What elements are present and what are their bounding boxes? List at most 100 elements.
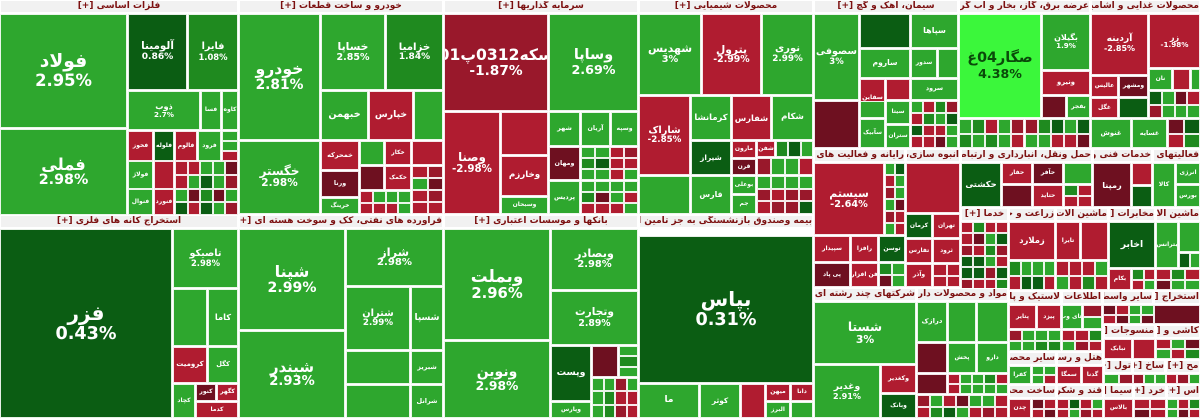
stock-tile[interactable]: رافزا (851, 236, 878, 262)
mini-tile[interactable] (984, 374, 996, 384)
sector-header[interactable]: حمل ونقل، انبارداری و ارتباطات [+] (961, 149, 1092, 162)
mini-tile[interactable] (1020, 275, 1032, 290)
sector-header[interactable]: استخراج [+] (1154, 291, 1200, 304)
stock-tile[interactable] (1173, 69, 1190, 90)
mini-tile[interactable] (1179, 253, 1190, 268)
stock-tile[interactable]: بورس (1176, 185, 1200, 207)
stock-tile[interactable]: خپارس (369, 91, 413, 140)
mini-tile[interactable] (961, 244, 973, 256)
mini-tile[interactable] (972, 374, 984, 384)
mini-tile[interactable] (946, 275, 960, 287)
mini-tile[interactable] (799, 176, 813, 189)
stock-tile[interactable] (1154, 305, 1200, 324)
mini-tile[interactable] (595, 191, 610, 203)
mini-tile[interactable] (948, 384, 960, 394)
mini-tile[interactable] (1076, 119, 1090, 134)
mini-tile[interactable] (1032, 399, 1044, 409)
mini-tile[interactable] (996, 222, 1009, 234)
mini-tile[interactable] (581, 191, 596, 203)
mini-tile[interactable] (1170, 349, 1186, 359)
stock-tile[interactable] (1119, 98, 1148, 118)
stock-tile[interactable]: سآبیک (860, 119, 885, 148)
mini-tile[interactable] (956, 395, 969, 407)
stock-tile[interactable]: وساپا 2.69% (549, 14, 638, 111)
mini-tile[interactable] (222, 151, 238, 161)
mini-tile[interactable] (1050, 119, 1064, 134)
mini-tile[interactable] (984, 244, 997, 256)
mini-tile[interactable] (922, 136, 935, 149)
mini-tile[interactable] (969, 406, 982, 418)
mini-tile[interactable] (933, 275, 947, 287)
mini-tile[interactable] (1035, 330, 1048, 341)
mini-tile[interactable] (609, 158, 624, 170)
mini-tile[interactable] (175, 161, 188, 175)
mini-tile[interactable] (946, 124, 959, 137)
mini-tile[interactable] (1149, 104, 1162, 118)
mini-tile[interactable] (1043, 275, 1055, 290)
stock-tile[interactable]: سپاها (911, 14, 958, 48)
mini-tile[interactable] (1069, 275, 1082, 290)
mini-tile[interactable] (892, 275, 905, 287)
mini-tile[interactable] (1091, 399, 1103, 409)
mini-tile[interactable] (1189, 408, 1200, 418)
mini-tile[interactable] (922, 101, 935, 113)
stock-tile[interactable]: جم (732, 195, 756, 214)
stock-tile[interactable]: وسپه (611, 112, 638, 146)
stock-tile[interactable]: حفار (1002, 163, 1032, 184)
mini-tile[interactable] (1141, 314, 1155, 324)
stock-tile[interactable] (346, 385, 410, 418)
mini-tile[interactable] (961, 233, 973, 245)
stock-tile[interactable] (639, 176, 690, 214)
mini-tile[interactable] (895, 187, 905, 199)
mini-tile[interactable] (946, 136, 959, 149)
mini-tile[interactable] (1150, 399, 1166, 409)
mini-tile[interactable] (1011, 119, 1025, 134)
mini-tile[interactable] (1128, 314, 1142, 324)
mini-tile[interactable] (996, 374, 1008, 384)
stock-tile[interactable]: قرن (732, 159, 756, 175)
mini-tile[interactable] (1078, 196, 1092, 207)
mini-tile[interactable] (785, 201, 799, 214)
stock-tile[interactable]: میهن (766, 384, 790, 401)
mini-tile[interactable] (1078, 185, 1092, 196)
stock-tile[interactable]: کگل (208, 347, 238, 383)
mini-tile[interactable] (603, 404, 615, 418)
sector-header[interactable]: اطلاعات و ا [+] (1062, 291, 1102, 304)
mini-tile[interactable] (757, 188, 771, 202)
mini-tile[interactable] (623, 202, 639, 214)
mini-tile[interactable] (1083, 305, 1102, 317)
stock-tile[interactable]: فن افزار (851, 263, 878, 287)
mini-tile[interactable] (895, 199, 905, 211)
mini-tile[interactable] (1024, 133, 1038, 148)
stock-tile[interactable] (1064, 163, 1092, 184)
mini-tile[interactable] (623, 158, 639, 170)
mini-tile[interactable] (212, 175, 226, 189)
mini-tile[interactable] (771, 188, 785, 202)
stock-tile[interactable]: فنوال (128, 189, 153, 215)
stock-tile[interactable]: فالوم (175, 131, 197, 161)
stock-tile[interactable]: فارس (691, 176, 731, 214)
mini-tile[interactable] (1032, 408, 1044, 418)
mini-tile[interactable] (225, 189, 238, 202)
mini-tile[interactable] (785, 188, 799, 202)
stock-tile[interactable]: گدنا (1082, 366, 1103, 384)
mini-tile[interactable] (879, 275, 892, 287)
stock-tile[interactable]: شاراک -2.85% (639, 96, 690, 175)
sector-header[interactable]: سرمایه گذاریها [+] (444, 0, 638, 13)
stock-tile[interactable]: کچاد (173, 384, 195, 418)
stock-tile[interactable]: وکغدیر (881, 365, 916, 393)
mini-tile[interactable] (1064, 185, 1078, 196)
sector-header[interactable]: کاشی و [+] (1156, 325, 1200, 338)
mini-tile[interactable] (1009, 261, 1021, 276)
stock-tile[interactable]: بفجر (1067, 96, 1090, 118)
mini-tile[interactable] (360, 191, 373, 203)
mini-tile[interactable] (1091, 408, 1103, 418)
mini-tile[interactable] (595, 180, 610, 192)
mini-tile[interactable] (609, 180, 624, 192)
mini-tile[interactable] (1056, 261, 1069, 276)
mini-tile[interactable] (187, 189, 201, 202)
mini-tile[interactable] (592, 404, 604, 418)
mini-tile[interactable] (1103, 305, 1116, 315)
stock-tile[interactable]: وصنا -2.98% (444, 112, 500, 214)
mini-tile[interactable] (225, 175, 238, 189)
